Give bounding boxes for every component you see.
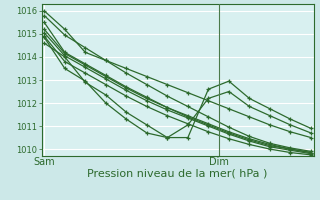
X-axis label: Pression niveau de la mer( hPa ): Pression niveau de la mer( hPa ) — [87, 169, 268, 179]
